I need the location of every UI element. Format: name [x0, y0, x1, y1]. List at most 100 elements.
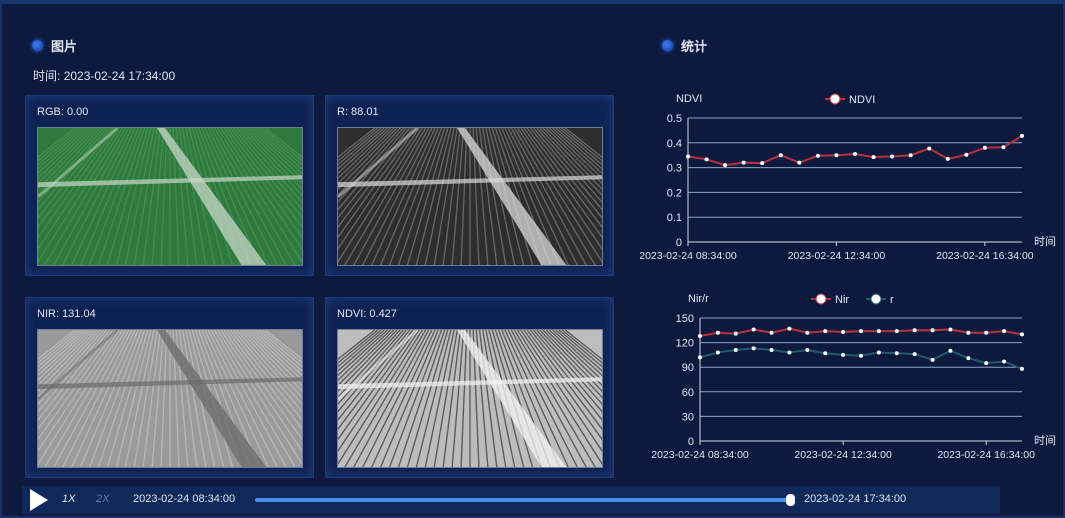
- card-label: RGB: 0.00: [37, 106, 89, 118]
- start-time: 2023-02-24 08:34:00: [133, 493, 236, 505]
- playback-bar: 1X 2X 2023-02-24 08:34:00 2023-02-24 17:…: [22, 486, 1000, 514]
- y-tick-label: 30: [682, 411, 694, 423]
- data-point-NDVI: [686, 154, 690, 159]
- legend-marker: [829, 93, 841, 105]
- nir-image: [37, 329, 303, 468]
- play-icon[interactable]: [30, 489, 48, 511]
- legend-label: Nir: [835, 294, 849, 306]
- legend-marker: [815, 293, 827, 305]
- data-point-r: [948, 348, 953, 353]
- data-point-r: [698, 355, 702, 360]
- data-point-NDVI: [815, 153, 820, 158]
- x-tick-label: 2023-02-24 12:34:00: [794, 449, 892, 461]
- data-point-NDVI: [982, 145, 987, 150]
- timeline-slider[interactable]: [255, 498, 792, 502]
- ndvi-image: [337, 329, 603, 468]
- data-point-NDVI: [760, 161, 765, 166]
- data-point-Nir: [751, 327, 756, 332]
- data-point-NDVI: [908, 153, 913, 158]
- y-tick-label: 120: [676, 338, 694, 350]
- r-image: [337, 127, 603, 266]
- y-tick-label: 0: [688, 436, 694, 448]
- data-point-Nir: [787, 326, 792, 331]
- time-label: 时间:: [33, 69, 61, 83]
- section-dot-icon: [32, 40, 43, 51]
- y-axis-label: Nir/r: [688, 293, 709, 305]
- current-time: 时间: 2023-02-24 17:34:00: [33, 67, 175, 84]
- data-point-NDVI: [927, 146, 932, 151]
- data-point-NDVI: [834, 153, 839, 158]
- data-point-NDVI: [1001, 145, 1006, 150]
- y-tick-label: 0.5: [667, 113, 682, 125]
- y-tick-label: 0.3: [667, 163, 682, 175]
- series-line-r: [699, 347, 1023, 370]
- data-point-r: [805, 347, 810, 352]
- data-point-r: [984, 361, 989, 366]
- image-card-r: R: 88.01: [325, 95, 614, 276]
- y-tick-label: 150: [676, 313, 694, 325]
- timeline-handle[interactable]: [786, 494, 795, 506]
- data-point-Nir: [859, 329, 863, 334]
- y-tick-label: 90: [682, 362, 694, 374]
- data-point-r: [930, 357, 935, 362]
- data-point-Nir: [912, 328, 917, 333]
- x-tick-label: 2023-02-24 12:34:00: [788, 250, 886, 262]
- x-tick-label: 2023-02-24 16:34:00: [936, 250, 1034, 262]
- data-point-Nir: [715, 330, 720, 335]
- legend-label: r: [890, 294, 894, 306]
- data-point-r: [769, 347, 774, 352]
- x-tick-label: 2023-02-24 16:34:00: [937, 449, 1035, 461]
- data-point-Nir: [698, 334, 702, 339]
- section-dot-icon: [662, 40, 673, 51]
- data-point-r: [841, 352, 846, 357]
- time-value: 2023-02-24 17:34:00: [63, 69, 176, 83]
- data-point-Nir: [1020, 332, 1024, 337]
- data-point-Nir: [894, 329, 899, 334]
- data-point-r: [966, 356, 971, 361]
- data-point-r: [912, 352, 917, 357]
- data-point-r: [1002, 359, 1007, 364]
- speed-1x-button[interactable]: 1X: [62, 493, 76, 505]
- x-axis-label: 时间: [1034, 235, 1056, 248]
- data-point-Nir: [966, 330, 971, 335]
- data-point-Nir: [1002, 329, 1007, 334]
- legend-label: NDVI: [849, 94, 875, 106]
- data-point-NDVI: [704, 157, 709, 162]
- data-point-Nir: [876, 329, 881, 334]
- stats-title: 统计: [681, 39, 708, 54]
- speed-2x-button[interactable]: 2X: [96, 493, 110, 505]
- x-tick-label: 2023-02-24 08:34:00: [651, 449, 749, 461]
- data-point-NDVI: [871, 155, 876, 160]
- data-point-NDVI: [723, 163, 728, 168]
- y-tick-label: 0.1: [667, 212, 682, 224]
- data-point-Nir: [930, 328, 935, 333]
- data-point-r: [787, 350, 792, 355]
- data-point-r: [876, 350, 881, 355]
- ndvi-chart: 0 0.1 0.2 0.3 0.4 0.5 NDVI 时间 2023-02-24 08:34:0…: [640, 93, 1056, 262]
- legend-marker: [870, 293, 882, 305]
- y-tick-label: 0.2: [667, 187, 682, 199]
- card-label: NDVI: 0.427: [337, 308, 397, 320]
- card-label: NIR: 131.04: [37, 308, 96, 320]
- data-point-Nir: [948, 327, 953, 332]
- rgb-image: [37, 127, 303, 266]
- y-tick-label: 60: [682, 387, 694, 399]
- end-time: 2023-02-24 17:34:00: [804, 493, 907, 505]
- data-point-NDVI: [853, 151, 857, 156]
- stats-section-title: 统计: [662, 36, 707, 55]
- data-point-Nir: [769, 330, 774, 335]
- y-axis-label: NDVI: [676, 93, 702, 105]
- x-axis-label: 时间: [1034, 434, 1056, 447]
- images-title: 图片: [51, 39, 78, 54]
- card-label: R: 88.01: [337, 106, 379, 118]
- image-card-rgb: RGB: 0.00: [25, 95, 314, 276]
- data-point-r: [751, 346, 756, 351]
- data-point-r: [733, 347, 738, 352]
- data-point-r: [894, 351, 899, 356]
- images-section-title: 图片: [32, 36, 77, 55]
- data-point-NDVI: [890, 154, 895, 159]
- data-point-NDVI: [945, 156, 950, 161]
- series-line-NDVI: [687, 135, 1023, 167]
- image-card-ndvi: NDVI: 0.427: [325, 297, 614, 478]
